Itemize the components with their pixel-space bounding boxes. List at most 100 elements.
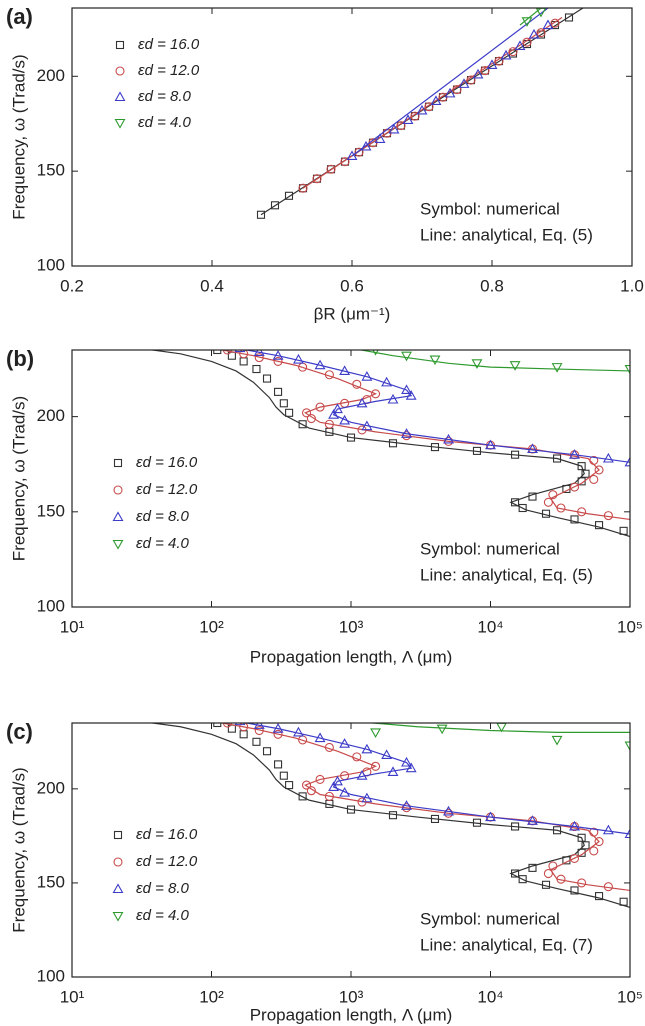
marker (352, 752, 362, 762)
marker (326, 164, 336, 174)
marker (273, 356, 283, 366)
marker (569, 482, 580, 492)
marker (429, 355, 441, 366)
y-tick-label: 100 (37, 966, 65, 985)
marker (114, 91, 126, 102)
analytical-line (148, 350, 630, 538)
marker (381, 749, 393, 760)
x-tick-label: 10³ (339, 617, 364, 636)
marker (279, 771, 288, 780)
marker (472, 68, 484, 79)
x-tick-label: 0.6 (340, 276, 364, 295)
marker (485, 439, 496, 450)
marker (279, 399, 288, 408)
marker (339, 786, 351, 797)
marker (340, 157, 350, 167)
marker (112, 911, 124, 922)
legend: εd = 16.0 εd = 12.0 εd = 8.0 εd = 4.0 (114, 36, 200, 131)
panel: (b) 100 150 200 10¹ 10² 10³ 10⁴ 10⁵ Propagation l… (6, 346, 643, 667)
plot-frame (71, 349, 631, 608)
marker (551, 363, 563, 373)
marker (511, 822, 520, 831)
plot-area (148, 350, 630, 538)
x-axis-label: βR (μm⁻¹) (314, 304, 391, 323)
y-tick-label: 150 (37, 161, 65, 180)
marker (594, 465, 604, 475)
marker (315, 774, 325, 784)
legend-label: εd = 4.0 (136, 907, 190, 924)
marker (619, 526, 628, 535)
annotation: Symbol: numerical (420, 539, 560, 558)
y-tick-label: 150 (37, 501, 65, 520)
marker (324, 791, 334, 801)
marker (556, 503, 566, 513)
marker (536, 28, 546, 38)
marker (361, 743, 373, 754)
marker (480, 66, 490, 76)
marker (361, 420, 373, 431)
marker (273, 729, 283, 739)
marker (541, 880, 551, 889)
marker (301, 780, 312, 790)
x-tick-label: 10⁵ (617, 987, 643, 1006)
marker (528, 28, 540, 39)
marker (254, 353, 264, 363)
marker (114, 118, 126, 129)
marker (324, 370, 334, 380)
marker (388, 123, 400, 134)
marker (577, 462, 586, 471)
plot-area (148, 723, 630, 908)
x-tick-label: 10⁴ (477, 617, 503, 636)
marker (569, 449, 580, 459)
marker (112, 883, 124, 894)
marker (346, 805, 356, 814)
marker (472, 818, 482, 827)
marker (551, 735, 563, 746)
marker (570, 515, 579, 524)
marker (272, 723, 284, 733)
plot-area (256, 8, 584, 219)
marker (619, 897, 628, 906)
annotation: Symbol: numerical (420, 199, 560, 218)
plot-frame (71, 7, 633, 267)
analytical-line (218, 723, 630, 892)
marker (595, 892, 604, 901)
analytical-line (351, 8, 549, 157)
legend-label: εd = 4.0 (138, 114, 192, 131)
marker (315, 402, 325, 412)
marker (466, 75, 476, 85)
marker (239, 730, 248, 739)
x-tick-label: 0.8 (480, 276, 504, 295)
marker (361, 371, 373, 381)
marker (550, 18, 560, 28)
legend-label: εd = 16.0 (136, 826, 198, 843)
marker (324, 419, 334, 429)
analytical-line (243, 723, 630, 835)
marker (402, 114, 414, 124)
analytical-line (148, 723, 630, 908)
marker (401, 756, 412, 767)
marker (328, 409, 340, 419)
marker (328, 781, 340, 792)
marker (518, 875, 527, 884)
marker (332, 775, 343, 786)
marker (401, 800, 412, 810)
marker (298, 792, 307, 801)
marker (511, 450, 520, 459)
marker (239, 350, 249, 359)
marker (293, 726, 304, 737)
marker (528, 492, 537, 501)
marker (521, 17, 533, 27)
marker (371, 761, 381, 771)
marker (306, 413, 316, 424)
x-tick-label: 10¹ (60, 617, 85, 636)
legend-label: εd = 16.0 (136, 454, 198, 471)
marker (589, 827, 599, 837)
marker (112, 539, 124, 550)
marker (284, 191, 294, 200)
legend-label: εd = 4.0 (136, 535, 190, 552)
x-tick-label: 0.4 (200, 276, 224, 295)
legend: εd = 16.0 εd = 12.0 εd = 8.0 εd = 4.0 (112, 454, 198, 552)
marker (339, 365, 351, 375)
marker (354, 147, 364, 157)
